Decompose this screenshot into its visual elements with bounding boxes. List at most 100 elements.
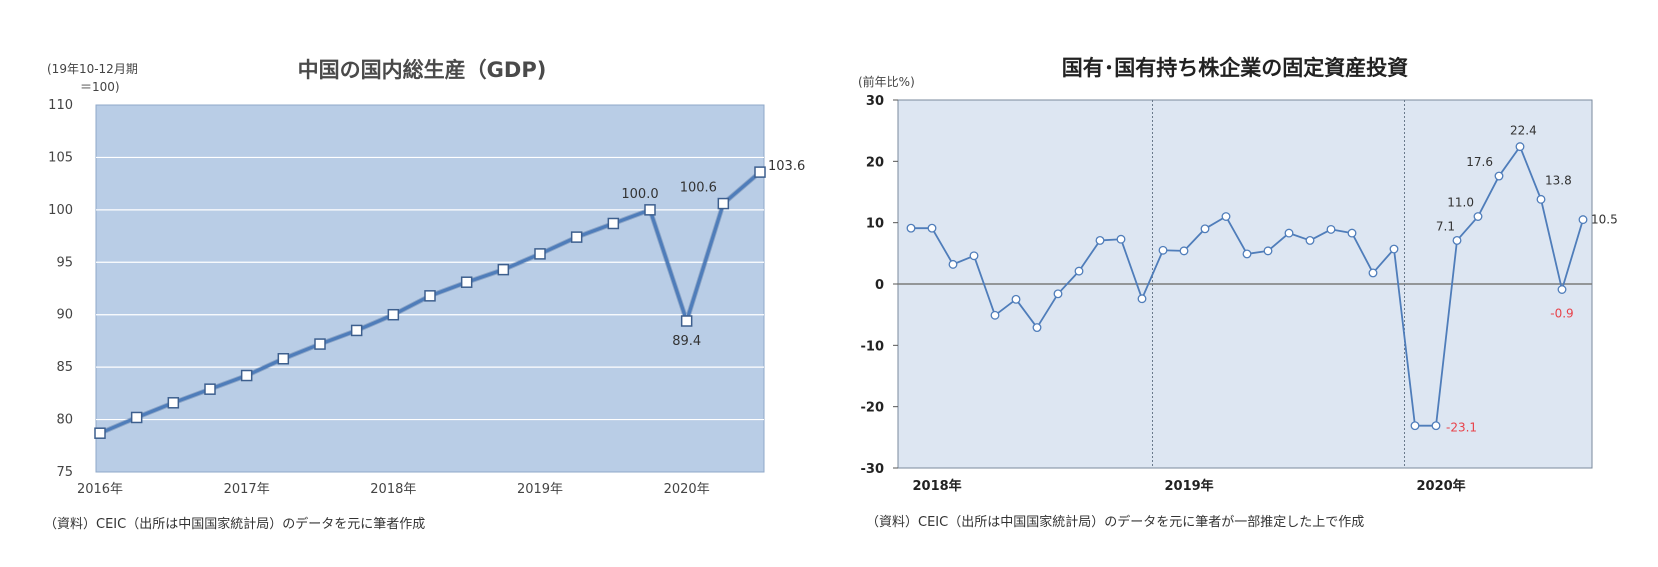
investment-y-tick-label: -20 [861, 401, 885, 416]
investment-data-point [1557, 285, 1567, 294]
investment-data-label: 13.8 [1545, 173, 1572, 187]
investment-data-point [1053, 289, 1063, 299]
gdp-data-point [130, 411, 143, 424]
gdp-data-point [460, 276, 473, 288]
gdp-chart: 中国の国内総生産（GDP) (19年10-12月期 ＝100) 75 80 85 90… [44, 58, 805, 532]
investment-y-tick-label: -10 [861, 339, 885, 354]
investment-data-point [1368, 268, 1378, 278]
investment-data-point [1095, 236, 1105, 245]
investment-data-point [1473, 212, 1483, 221]
gdp-data-point [424, 290, 436, 302]
investment-data-point [1410, 421, 1420, 431]
investment-data-point [1515, 142, 1525, 152]
investment-x-tick-label: 2018年 [913, 478, 962, 494]
investment-data-label: 10.5 [1591, 213, 1618, 227]
investment-y-tick-label: 10 [866, 217, 884, 232]
investment-data-point [1284, 228, 1294, 238]
investment-data-point [1032, 323, 1042, 332]
gdp-data-point [534, 248, 546, 260]
gdp-data-label: 100.6 [680, 181, 717, 196]
investment-data-point [1452, 236, 1462, 245]
gdp-data-point [387, 308, 400, 321]
investment-data-point [1536, 194, 1546, 204]
gdp-x-tick-label: 2020年 [664, 482, 710, 497]
gdp-data-point [167, 397, 180, 409]
gdp-y-tick-label: 75 [56, 465, 73, 480]
investment-data-point [1305, 236, 1315, 245]
investment-data-label: 22.4 [1510, 124, 1537, 138]
investment-data-point [1578, 215, 1588, 225]
gdp-y-axis: 75 80 85 90 95 100 105 110 [48, 98, 73, 480]
investment-x-tick-label: 2019年 [1165, 478, 1214, 494]
gdp-unit-label-line2: ＝100) [80, 80, 120, 94]
investment-data-point [1242, 249, 1252, 259]
gdp-data-point [94, 427, 106, 439]
investment-chart: 国有･国有持ち株企業の固定資産投資 (前年比%) -30 -20 -10 0 10 20 3… [858, 56, 1618, 530]
gdp-source-note: （資料）CEIC（出所は中国国家統計局）のデータを元に筆者作成 [44, 516, 425, 532]
investment-data-point [1431, 421, 1441, 431]
gdp-x-axis: 2016年 2017年 2018年 2019年 2020年 [77, 482, 710, 497]
gdp-y-tick-label: 80 [56, 413, 73, 428]
investment-chart-title: 国有･国有持ち株企業の固定資産投資 [1062, 56, 1409, 80]
gdp-data-point [314, 338, 326, 350]
investment-y-axis: -30 -20 -10 0 10 20 30 [861, 94, 898, 477]
gdp-y-tick-label: 100 [48, 203, 73, 218]
investment-data-label: 17.6 [1466, 155, 1493, 169]
gdp-gridlines [96, 156, 764, 421]
gdp-data-point [350, 324, 363, 337]
investment-data-label: 11.0 [1447, 196, 1474, 210]
gdp-y-tick-label: 90 [56, 308, 73, 323]
investment-data-point [1494, 171, 1504, 181]
gdp-data-point [204, 383, 216, 395]
gdp-data-point [607, 217, 620, 230]
investment-data-point [1221, 212, 1231, 221]
investment-data-point [1200, 224, 1210, 234]
investment-data-point [1011, 294, 1021, 304]
investment-data-point [948, 259, 958, 269]
gdp-data-label: 100.0 [621, 187, 658, 202]
investment-data-point [969, 251, 979, 261]
gdp-y-tick-label: 105 [48, 150, 73, 165]
investment-x-axis: 2018年 2019年 2020年 [913, 478, 1466, 494]
investment-data-label: 7.1 [1436, 219, 1455, 233]
investment-gridlines [898, 100, 1592, 468]
gdp-y-tick-label: 95 [56, 255, 73, 270]
investment-data-point [990, 310, 1000, 320]
investment-data-point [1116, 234, 1126, 244]
investment-data-labels: -23.1 7.1 11.0 17.6 22.4 13.8 -0.9 10.5 [1436, 124, 1618, 435]
investment-x-tick-label: 2020年 [1417, 478, 1466, 494]
gdp-data-point [240, 369, 253, 382]
investment-data-point [1326, 224, 1336, 234]
investment-data-point [1179, 246, 1189, 256]
gdp-x-tick-label: 2017年 [224, 482, 270, 497]
gdp-y-tick-label: 110 [48, 98, 73, 113]
gdp-data-labels: 100.0 89.4 100.6 103.6 [621, 159, 805, 349]
investment-data-point [927, 223, 937, 233]
gdp-data-label: 89.4 [672, 334, 701, 349]
investment-data-point [1347, 228, 1357, 238]
gdp-data-point [277, 353, 290, 365]
gdp-unit-label-line1: (19年10-12月期 [47, 62, 138, 76]
gdp-data-point [497, 263, 510, 276]
gdp-x-tick-label: 2016年 [77, 482, 123, 497]
investment-y-tick-label: -30 [861, 462, 885, 477]
investment-data-label: -0.9 [1550, 307, 1573, 321]
gdp-data-point [644, 204, 656, 216]
gdp-data-point [680, 315, 693, 327]
investment-y-tick-label: 30 [866, 94, 884, 109]
gdp-data-point [754, 166, 766, 178]
gdp-data-point [717, 197, 730, 210]
gdp-data-label: 103.6 [768, 159, 805, 174]
investment-source-note: （資料）CEIC（出所は中国国家統計局）のデータを元に筆者が一部推定した上で作成 [866, 514, 1364, 530]
gdp-x-tick-label: 2019年 [517, 482, 563, 497]
gdp-chart-title: 中国の国内総生産（GDP) [298, 58, 547, 82]
investment-data-point [1389, 244, 1399, 254]
investment-unit-label: (前年比%) [858, 74, 915, 89]
gdp-data-point [570, 231, 583, 243]
investment-y-tick-label: 20 [866, 155, 884, 170]
investment-data-point [1263, 246, 1273, 256]
investment-data-label: -23.1 [1446, 421, 1477, 435]
investment-series [906, 142, 1588, 431]
gdp-y-tick-label: 85 [56, 360, 73, 375]
